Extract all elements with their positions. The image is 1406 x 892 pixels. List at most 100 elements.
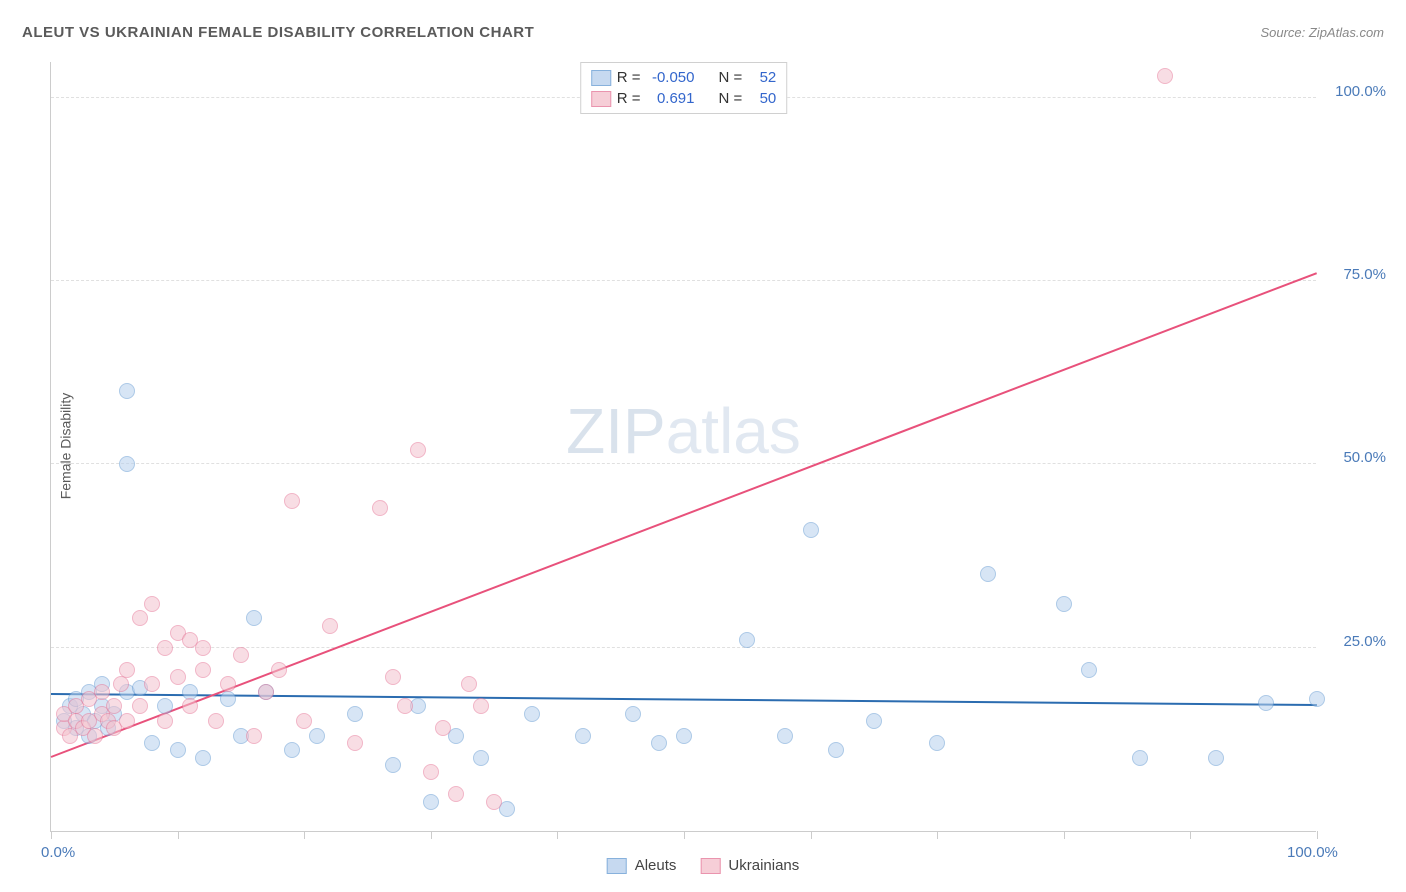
r-value: 0.691 <box>647 90 695 107</box>
data-point <box>1056 596 1072 612</box>
data-point <box>119 456 135 472</box>
data-point <box>144 596 160 612</box>
data-point <box>1132 750 1148 766</box>
data-point <box>182 684 198 700</box>
x-tick <box>1317 831 1318 839</box>
data-point <box>246 610 262 626</box>
data-point <box>106 698 122 714</box>
data-point <box>828 742 844 758</box>
data-point <box>1208 750 1224 766</box>
gridline <box>51 463 1316 464</box>
data-point <box>170 742 186 758</box>
data-point <box>233 647 249 663</box>
data-point <box>385 669 401 685</box>
x-tick <box>304 831 305 839</box>
legend-item: Aleuts <box>607 857 677 874</box>
data-point <box>1157 68 1173 84</box>
legend-swatch <box>700 858 720 874</box>
r-label: R = <box>617 69 641 86</box>
data-point <box>195 662 211 678</box>
data-point <box>284 493 300 509</box>
data-point <box>87 728 103 744</box>
series-legend: Aleuts Ukrainians <box>607 857 800 874</box>
y-tick-label: 25.0% <box>1343 633 1386 650</box>
n-value: 50 <box>748 90 776 107</box>
data-point <box>182 698 198 714</box>
data-point <box>929 735 945 751</box>
x-tick <box>178 831 179 839</box>
stats-legend-row: R =-0.050N =52 <box>591 67 777 88</box>
x-tick <box>684 831 685 839</box>
data-point <box>524 706 540 722</box>
data-point <box>739 632 755 648</box>
data-point <box>372 500 388 516</box>
data-point <box>486 794 502 810</box>
data-point <box>1258 695 1274 711</box>
gridline <box>51 280 1316 281</box>
source-label: Source: ZipAtlas.com <box>1260 25 1384 40</box>
y-tick-label: 100.0% <box>1335 83 1386 100</box>
data-point <box>676 728 692 744</box>
data-point <box>157 698 173 714</box>
data-point <box>625 706 641 722</box>
data-point <box>157 640 173 656</box>
scatter-chart: ZIPatlas R =-0.050N =52R =0.691N =50 25.… <box>50 62 1316 832</box>
data-point <box>94 684 110 700</box>
data-point <box>347 735 363 751</box>
x-tick-label: 100.0% <box>1287 844 1338 861</box>
data-point <box>132 698 148 714</box>
x-tick <box>811 831 812 839</box>
data-point <box>866 713 882 729</box>
data-point <box>119 662 135 678</box>
data-point <box>208 713 224 729</box>
data-point <box>1309 691 1325 707</box>
data-point <box>322 618 338 634</box>
data-point <box>296 713 312 729</box>
data-point <box>119 383 135 399</box>
legend-item: Ukrainians <box>700 857 799 874</box>
data-point <box>309 728 325 744</box>
data-point <box>132 610 148 626</box>
chart-header: ALEUT VS UKRAINIAN FEMALE DISABILITY COR… <box>22 24 1384 41</box>
data-point <box>397 698 413 714</box>
data-point <box>1081 662 1097 678</box>
data-point <box>423 764 439 780</box>
data-point <box>144 676 160 692</box>
data-point <box>980 566 996 582</box>
stats-legend: R =-0.050N =52R =0.691N =50 <box>580 62 788 114</box>
x-tick-label: 0.0% <box>41 844 75 861</box>
data-point <box>448 786 464 802</box>
r-value: -0.050 <box>647 69 695 86</box>
n-label: N = <box>719 90 743 107</box>
data-point <box>246 728 262 744</box>
data-point <box>423 794 439 810</box>
data-point <box>220 691 236 707</box>
trend-line <box>51 272 1318 758</box>
x-tick <box>431 831 432 839</box>
x-tick <box>1064 831 1065 839</box>
data-point <box>575 728 591 744</box>
data-point <box>777 728 793 744</box>
stats-legend-row: R =0.691N =50 <box>591 88 777 109</box>
x-tick <box>937 831 938 839</box>
data-point <box>803 522 819 538</box>
x-tick <box>1190 831 1191 839</box>
data-point <box>119 713 135 729</box>
data-point <box>385 757 401 773</box>
data-point <box>473 750 489 766</box>
data-point <box>195 750 211 766</box>
data-point <box>170 669 186 685</box>
legend-label: Aleuts <box>635 857 677 874</box>
data-point <box>410 442 426 458</box>
x-tick <box>557 831 558 839</box>
data-point <box>651 735 667 751</box>
legend-label: Ukrainians <box>728 857 799 874</box>
n-value: 52 <box>748 69 776 86</box>
data-point <box>435 720 451 736</box>
y-tick-label: 50.0% <box>1343 449 1386 466</box>
data-point <box>347 706 363 722</box>
legend-swatch <box>591 91 611 107</box>
data-point <box>157 713 173 729</box>
data-point <box>271 662 287 678</box>
legend-swatch <box>607 858 627 874</box>
